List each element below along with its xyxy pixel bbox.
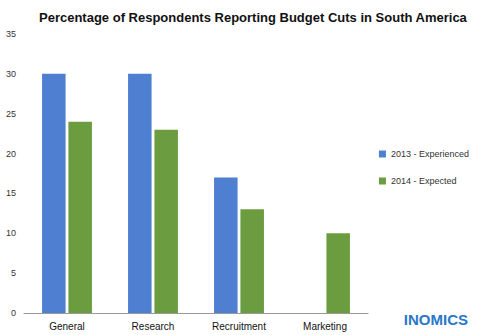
svg-text:5: 5 [11,268,16,278]
svg-text:Percentage of Respondents Repo: Percentage of Respondents Reporting Budg… [39,10,468,25]
svg-text:20: 20 [6,149,16,159]
svg-text:35: 35 [6,29,16,39]
svg-text:0: 0 [11,308,16,318]
svg-text:Marketing: Marketing [303,321,347,332]
svg-text:2014 - Expected: 2014 - Expected [391,176,457,186]
svg-text:10: 10 [6,228,16,238]
svg-text:General: General [49,321,85,332]
svg-text:2013 - Experienced: 2013 - Experienced [391,149,469,159]
svg-text:Research: Research [132,321,175,332]
svg-text:Recruitment: Recruitment [212,321,266,332]
svg-text:30: 30 [6,69,16,79]
svg-text:INOMICS: INOMICS [404,311,468,328]
svg-text:15: 15 [6,188,16,198]
svg-text:25: 25 [6,109,16,119]
